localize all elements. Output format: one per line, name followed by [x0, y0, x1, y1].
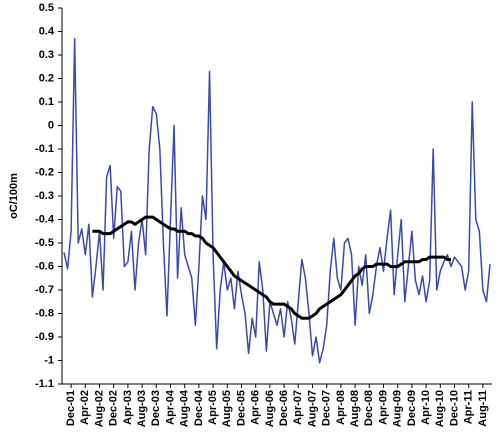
x-tick-label: Dec-08: [363, 390, 375, 426]
y-tick-label: -0.7: [35, 284, 54, 296]
y-tick-label: -0.5: [35, 237, 54, 249]
x-tick-label: Apr-11: [463, 390, 475, 424]
x-tick-label: Apr-09: [377, 390, 389, 425]
x-tick-label: Apr-05: [207, 390, 219, 425]
y-tick-label: -0.3: [35, 190, 54, 202]
y-tick-label: 0.2: [39, 72, 54, 84]
y-tick-label: 0.5: [39, 2, 54, 14]
y-tick-label: -1.1: [35, 378, 54, 390]
x-tick-label: Aug-11: [477, 390, 489, 427]
x-tick-label: Dec-05: [235, 390, 247, 426]
x-tick-label: Dec-06: [278, 390, 290, 426]
data-line: [63, 37, 491, 364]
y-tick-label: -0.4: [35, 213, 55, 225]
x-tick-label: Dec-09: [406, 390, 418, 426]
x-tick-label: Apr-08: [335, 390, 347, 425]
data-line: [92, 215, 451, 320]
x-tick-label: Apr-03: [122, 390, 134, 425]
x-tick-label: Dec-07: [321, 390, 333, 426]
x-tick-label: Apr-04: [164, 389, 176, 425]
x-tick-label: Aug-08: [349, 390, 361, 427]
y-tick-label: -0.6: [35, 260, 54, 272]
x-tick-label: Aug-10: [434, 390, 446, 427]
x-tick-label: Aug-07: [306, 390, 318, 427]
x-tick-label: Aug-09: [392, 390, 404, 427]
x-tick-label: Dec-04: [193, 389, 205, 426]
y-tick-label: -0.1: [35, 143, 54, 155]
x-tick-label: Aug-04: [179, 389, 191, 427]
y-tick-label: -1: [44, 354, 54, 366]
y-tick-label: -0.9: [35, 331, 54, 343]
x-tick-label: Dec-03: [150, 390, 162, 426]
x-tick-label: Apr-07: [292, 390, 304, 425]
x-tick-label: Dec-01: [65, 390, 77, 426]
x-tick-label: Aug-03: [136, 390, 148, 427]
x-tick-label: Aug-06: [264, 390, 276, 427]
x-tick-label: Aug-02: [93, 390, 105, 427]
x-tick-label: Apr-10: [420, 390, 432, 425]
y-tick-label: 0.3: [39, 49, 54, 61]
y-tick-label: -0.8: [35, 307, 54, 319]
y-tick-label: 0.1: [39, 96, 54, 108]
y-tick-label: -0.2: [35, 166, 54, 178]
y-axis-label: oC/100m: [8, 173, 20, 219]
x-tick-label: Dec-10: [448, 390, 460, 426]
x-tick-label: Apr-02: [79, 390, 91, 425]
x-tick-label: Apr-06: [250, 390, 262, 425]
x-tick-label: Dec-02: [108, 390, 120, 426]
x-tick-label: Aug-05: [221, 390, 233, 427]
y-tick-label: 0: [48, 119, 54, 131]
y-tick-label: 0.4: [39, 25, 55, 37]
